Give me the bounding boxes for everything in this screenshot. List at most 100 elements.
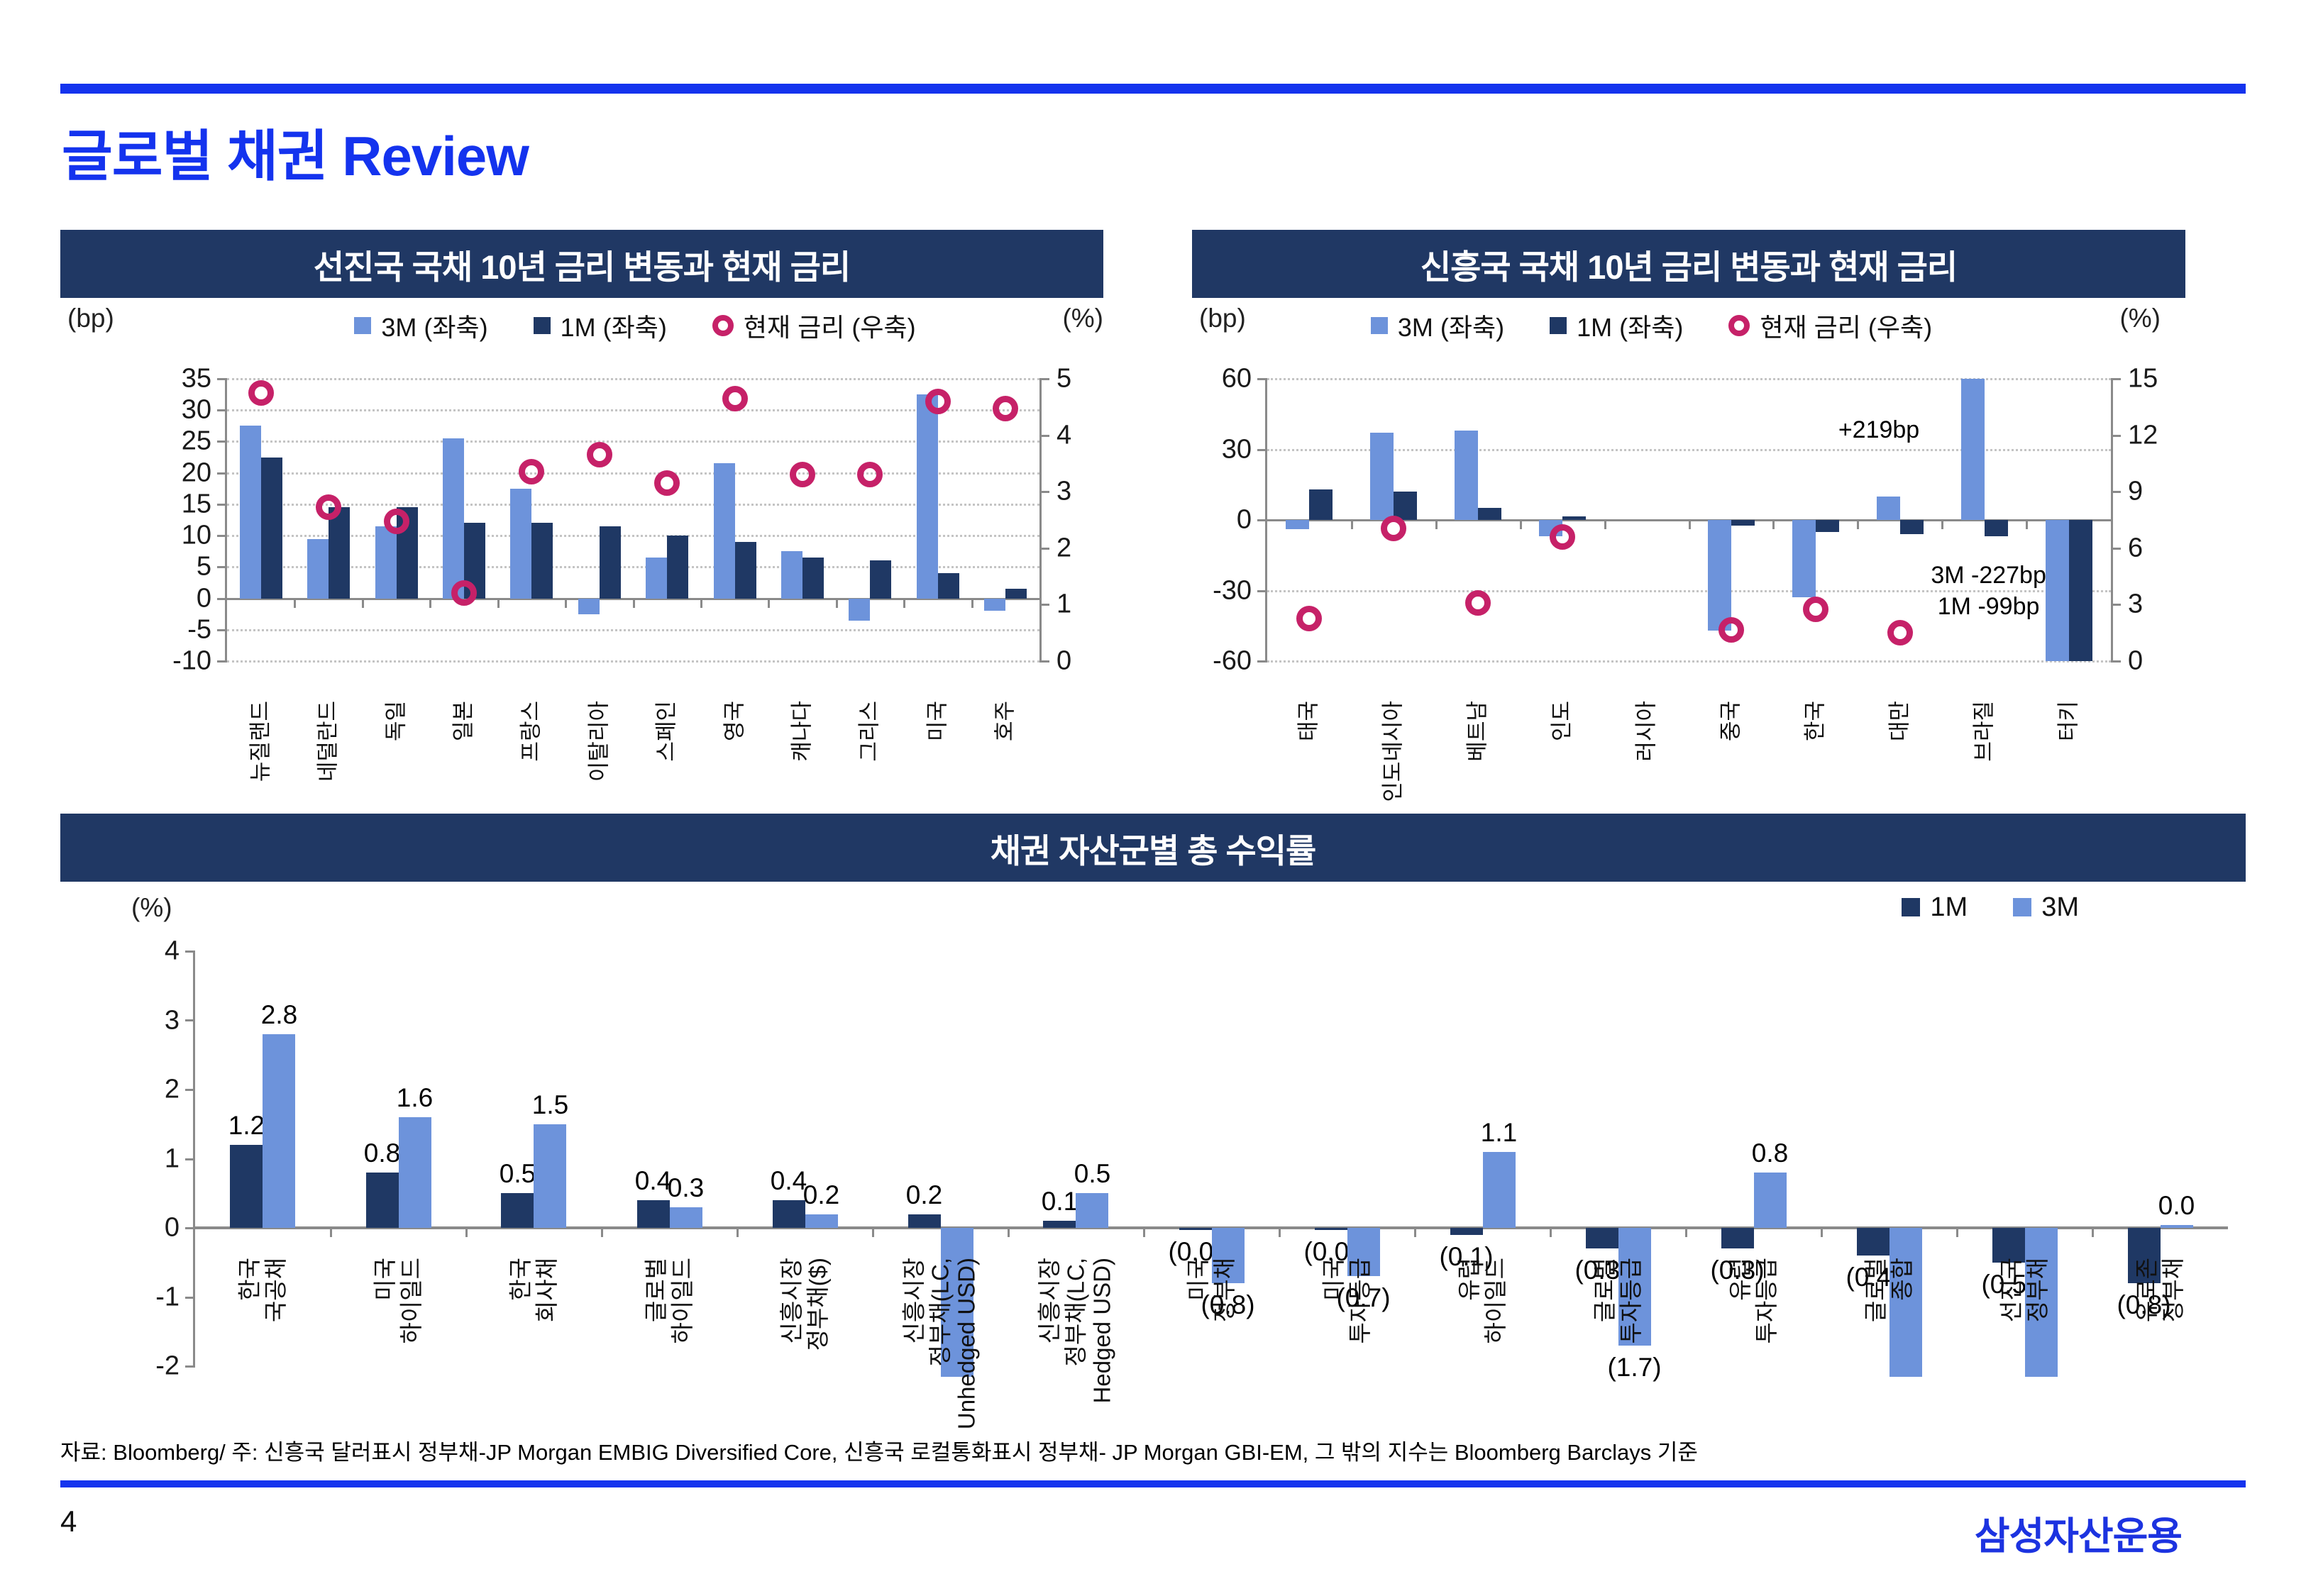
category-boundary-tick — [601, 1228, 603, 1237]
3m-swatch-icon — [2013, 898, 2032, 916]
value-label: 1.5 — [531, 1090, 569, 1119]
bar-3m — [916, 394, 938, 599]
current-rate-marker — [316, 494, 342, 521]
category-boundary-tick — [971, 598, 973, 608]
left-axis-unit-label: (bp) — [67, 304, 114, 333]
left-axis-tick-label: 15 — [181, 489, 211, 519]
annotation: 3M -227bp 1M -99bp — [1931, 562, 2046, 621]
bar-1m — [1721, 1228, 1754, 1249]
value-label: 1.2 — [228, 1111, 265, 1140]
right-axis-tick — [1039, 604, 1049, 606]
chart-card-developed: 선진국 국채 10년 금리 변동과 현재 금리 (bp) 3M (좌축) 1M … — [60, 230, 1103, 814]
legend-item-1m: 1M (좌축) — [533, 307, 667, 344]
left-axis-tick — [185, 1296, 195, 1299]
left-axis-line — [193, 951, 195, 1366]
right-axis-tick-label: 3 — [1057, 476, 1072, 506]
category-boundary-tick — [1688, 520, 1691, 529]
x-axis-label: 글로벌 종합 — [1862, 1257, 1915, 1323]
left-axis-tick-label: -10 — [172, 645, 211, 676]
left-axis-tick-label: 2 — [164, 1074, 180, 1104]
left-axis-tick-label: 3 — [164, 1005, 180, 1035]
category-boundary-tick — [871, 1228, 874, 1237]
value-label: 0.3 — [667, 1173, 705, 1202]
bar-3m — [940, 1228, 973, 1377]
current-rate-marker — [722, 385, 748, 411]
legend-item-3m: 3M (좌축) — [1370, 307, 1505, 344]
category-boundary-tick — [1685, 1228, 1687, 1237]
x-axis-label: 베트남 — [1464, 701, 1490, 762]
left-axis-tick-label: -1 — [155, 1282, 180, 1312]
bar-3m — [1753, 1173, 1787, 1228]
bar-3m — [1482, 1151, 1516, 1228]
category-boundary-tick — [361, 598, 364, 608]
right-axis-tick — [2111, 604, 2121, 606]
right-axis-tick — [2111, 434, 2121, 437]
bar-3m — [1876, 496, 1900, 520]
bar-3m — [984, 598, 1006, 611]
legend-item-1m: 1M — [1902, 892, 1968, 923]
bar-3m — [2045, 520, 2069, 661]
category-boundary-tick — [329, 1228, 332, 1237]
bar-3m — [442, 438, 464, 599]
value-label: 0.0 — [2158, 1191, 2195, 1221]
right-axis-tick — [2111, 378, 2121, 380]
current-rate-marker — [1718, 617, 1744, 643]
category-boundary-tick — [1941, 520, 1944, 529]
left-axis-tick — [185, 1226, 195, 1229]
category-boundary-tick — [1435, 520, 1438, 529]
3m-swatch-icon — [354, 317, 372, 334]
category-boundary-tick — [835, 598, 838, 608]
bar-3m — [2160, 1225, 2193, 1228]
x-axis-label: 러시아 — [1633, 701, 1659, 762]
bar-3m — [1618, 1228, 1651, 1346]
left-axis-line — [225, 379, 227, 661]
category-boundary-tick — [768, 598, 771, 608]
left-axis-tick — [185, 1365, 195, 1368]
bar-3m — [1286, 520, 1310, 530]
left-axis-unit-label: (bp) — [1199, 304, 1246, 333]
left-axis-line — [1265, 379, 1267, 661]
footer-row: 4 삼성자산운용 — [60, 1504, 2246, 1561]
right-axis-tick-label: 0 — [2128, 645, 2144, 676]
right-axis-tick-label: 5 — [1057, 363, 1072, 394]
x-axis-label: 선진국 정부채 — [1997, 1257, 2051, 1323]
category-boundary-tick — [1278, 1228, 1281, 1237]
left-axis-tick-label: -5 — [187, 614, 211, 645]
category-boundary-tick — [1519, 520, 1522, 529]
bar-1m — [772, 1200, 805, 1228]
grid-line — [227, 440, 1039, 443]
left-axis-tick — [217, 378, 227, 380]
value-label: 0.4 — [634, 1166, 672, 1195]
legend-label-3m: 3M (좌축) — [1397, 313, 1505, 342]
bar-1m — [907, 1214, 941, 1228]
left-axis-tick — [217, 535, 227, 538]
3m-swatch-icon — [1370, 317, 1388, 334]
right-axis-tick-label: 12 — [2128, 420, 2158, 450]
x-axis-label: 뉴질랜드 — [248, 701, 273, 782]
left-axis-tick-label: -2 — [155, 1351, 180, 1381]
category-boundary-tick — [2092, 1228, 2094, 1237]
current-rate-marker — [654, 470, 680, 497]
bar-1m — [636, 1200, 670, 1228]
right-axis-tick-label: 4 — [1057, 420, 1072, 450]
left-axis-tick — [1257, 589, 1267, 592]
x-axis-label: 독일 — [383, 701, 409, 742]
legend-label-3m: 3M (좌축) — [381, 313, 488, 342]
bar-1m — [599, 526, 621, 599]
bar-3m — [1347, 1228, 1380, 1277]
value-label: 0.2 — [905, 1180, 943, 1209]
chart-title-developed: 선진국 국채 10년 금리 변동과 현재 금리 — [60, 230, 1103, 298]
x-axis-label: 한국 국공채 — [236, 1257, 289, 1323]
bar-1m — [1992, 1228, 2025, 1263]
plot-returns: 4 3 2 1 0 -1 -2 1.2 2.8 한국 국공채 0.8 1.6 미국 하이일드 0.5 1.5… — [155, 936, 2228, 1429]
x-axis-label: 중국 — [1718, 701, 1743, 742]
right-axis-tick-label: 2 — [1057, 533, 1072, 563]
bar-3m — [375, 526, 397, 599]
grid-line — [227, 378, 1039, 380]
left-axis-tick-label: 0 — [164, 1212, 180, 1243]
left-axis-tick-label: -30 — [1213, 575, 1252, 605]
x-axis-label: 터키 — [2056, 701, 2081, 742]
x-axis-label: 스페인 — [653, 701, 679, 762]
left-axis-tick — [185, 1019, 195, 1022]
